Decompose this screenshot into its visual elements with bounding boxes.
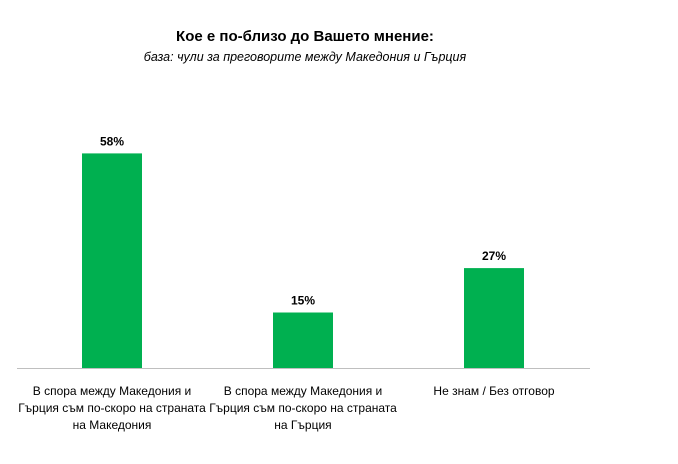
chart-subtitle: база: чули за преговорите между Македони… [143, 50, 467, 64]
data-label-1: 58% [100, 134, 124, 148]
data-label-2: 15% [291, 294, 315, 308]
category-label-no-answer: Не знам / Без отговор [433, 384, 555, 398]
category-label-macedonia: В спора между Македония и Гърция съм по-… [18, 384, 206, 432]
bar-2 [273, 312, 333, 368]
data-label-3: 27% [482, 249, 506, 263]
category-label-greece: В спора между Македония и Гърция съм по-… [209, 384, 397, 432]
bar-1 [82, 153, 142, 368]
bar-3 [464, 268, 524, 368]
chart-title: Кое е по-близо до Вашето мнение: [176, 28, 434, 45]
